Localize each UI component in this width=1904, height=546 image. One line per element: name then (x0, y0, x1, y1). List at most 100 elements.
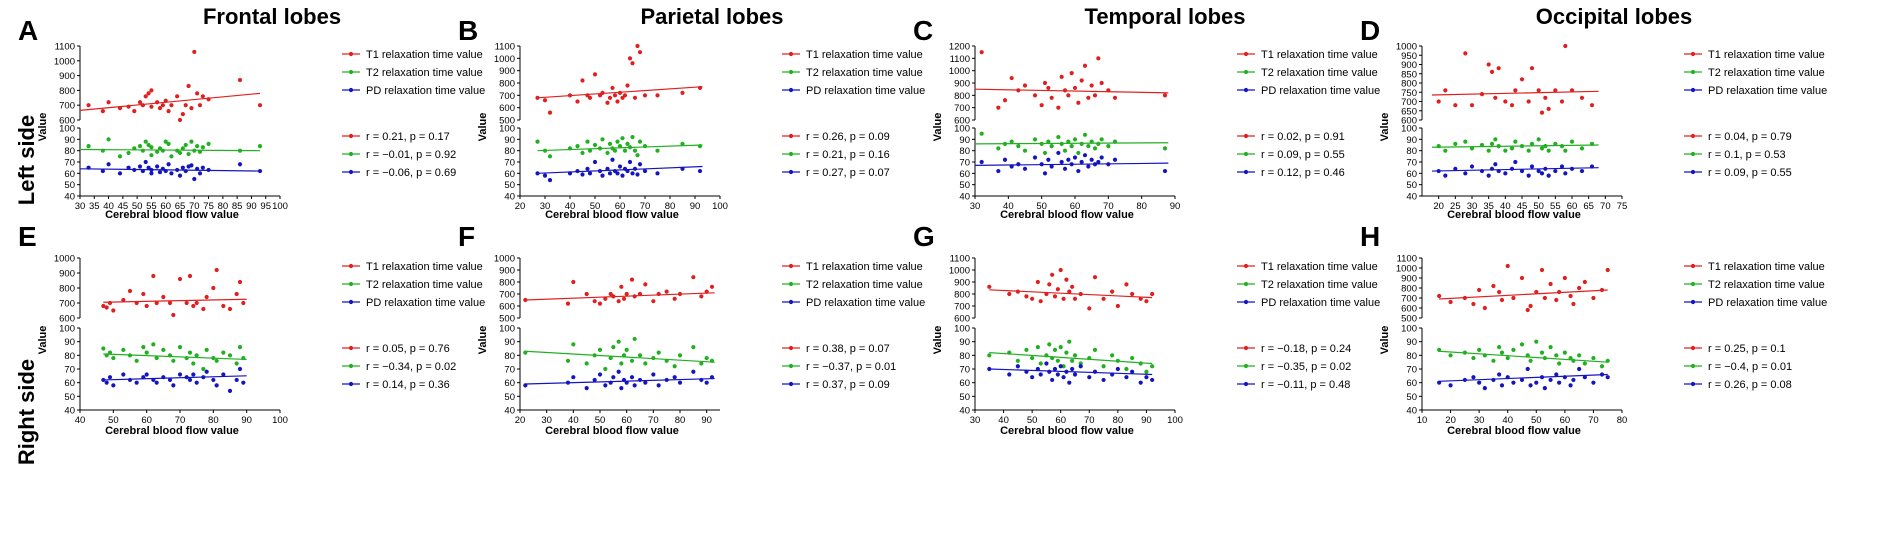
stat-marker-pd (788, 381, 794, 387)
data-point-pd (1493, 162, 1498, 167)
data-point-t1 (241, 300, 246, 306)
x-tick-label: 80 (1113, 415, 1124, 426)
data-point-t1 (211, 285, 216, 291)
y-tick-label: 950 (1401, 51, 1417, 62)
data-point-t2 (1453, 141, 1458, 146)
data-point-t1 (161, 294, 166, 300)
data-point-t2 (1059, 141, 1064, 146)
panel-letter: D (1360, 15, 1380, 46)
data-point-t2 (144, 350, 149, 355)
x-tick-label: 30 (1474, 415, 1485, 426)
panel-letter: F (458, 221, 475, 252)
data-point-pd (664, 377, 669, 383)
data-point-t2 (1150, 364, 1155, 369)
series-pd (535, 157, 703, 183)
data-point-t1 (1099, 80, 1104, 86)
data-point-t1 (642, 93, 648, 98)
data-point-t2 (221, 350, 226, 355)
data-point-t1 (1493, 95, 1498, 100)
data-point-t1 (1543, 95, 1548, 100)
y-tick-label: 1000 (1396, 264, 1417, 275)
data-point-t2 (1110, 353, 1115, 358)
data-point-t1 (1087, 306, 1092, 311)
data-point-t1 (1039, 103, 1044, 108)
y-tick-label: 900 (499, 66, 515, 77)
data-point-t1 (691, 275, 696, 280)
data-point-pd (1064, 369, 1069, 374)
stat-label-t1: r = 0.05, p = 0.76 (366, 343, 450, 355)
data-point-pd (592, 377, 597, 383)
data-point-t2 (1539, 146, 1545, 151)
data-point-t2 (177, 150, 183, 156)
legend-marker-pd (788, 299, 794, 305)
x-tick-label: 90 (690, 201, 701, 212)
data-point-t1 (1138, 296, 1143, 301)
data-point-t2 (126, 150, 131, 156)
legend-marker-pd (788, 87, 794, 93)
data-point-t2 (1462, 350, 1467, 355)
data-point-t2 (547, 154, 553, 159)
data-point-t1 (643, 282, 648, 287)
trend-line-pd (989, 368, 1153, 376)
data-point-t1 (137, 100, 143, 105)
y-tick-label: 900 (954, 79, 970, 90)
data-point-pd (1059, 159, 1064, 165)
data-point-pd (592, 159, 598, 165)
data-point-pd (587, 171, 593, 176)
data-point-t2 (1070, 358, 1075, 363)
data-point-pd (1528, 383, 1533, 388)
series-t1 (974, 50, 1169, 110)
data-point-pd (166, 162, 171, 167)
data-point-pd (1058, 364, 1063, 369)
data-point-t1 (709, 284, 715, 289)
y-tick-label: 500 (499, 116, 515, 127)
data-point-t2 (160, 148, 165, 153)
data-point-t2 (1096, 141, 1101, 146)
stat-label-t1: r = 0.02, p = 0.91 (1261, 131, 1345, 143)
data-point-t1 (699, 294, 704, 299)
data-point-pd (629, 375, 635, 380)
data-point-pd (184, 375, 189, 380)
data-point-pd (171, 383, 176, 388)
x-tick-label: 100 (1167, 415, 1183, 426)
x-tick-label: 60 (160, 201, 171, 212)
data-point-pd (1030, 375, 1035, 380)
data-point-t2 (655, 148, 660, 153)
data-point-pd (1069, 162, 1074, 167)
y-tick-label: 80 (959, 146, 970, 157)
data-point-t2 (592, 353, 597, 358)
data-point-t2 (622, 148, 628, 153)
x-tick-label: 90 (1141, 415, 1152, 426)
data-point-pd (183, 168, 188, 174)
data-point-t1 (175, 94, 180, 99)
data-point-t2 (580, 150, 585, 156)
legend-marker-t1 (348, 51, 354, 57)
y-tick-label: 90 (504, 337, 515, 348)
stat-label-pd: r = 0.12, p = 0.46 (1261, 167, 1345, 179)
y-axis-label: Value (37, 326, 49, 355)
data-point-pd (651, 372, 656, 377)
x-tick-label: 20 (1433, 201, 1444, 212)
data-point-pd (241, 380, 246, 385)
x-tick-label: 80 (1136, 201, 1147, 212)
data-point-t1 (547, 110, 553, 115)
data-point-t2 (1477, 347, 1482, 352)
y-tick-label: 700 (59, 299, 75, 310)
data-point-pd (1099, 155, 1104, 160)
y-tick-label: 80 (504, 146, 515, 157)
data-point-pd (143, 159, 148, 165)
data-point-t1 (580, 78, 585, 83)
data-point-t1 (1024, 294, 1029, 299)
x-tick-label: 45 (1517, 201, 1528, 212)
y-tick-label: 60 (1406, 378, 1417, 389)
legend-marker-pd (348, 299, 354, 305)
data-point-t2 (1115, 358, 1120, 363)
data-point-t1 (180, 111, 185, 117)
data-point-t2 (615, 139, 620, 144)
data-point-pd (1101, 377, 1106, 383)
data-point-t2 (627, 145, 633, 150)
legend-marker-t2 (1690, 69, 1696, 75)
data-point-t1 (630, 61, 635, 66)
data-point-t1 (1542, 295, 1547, 301)
data-point-pd (1076, 168, 1081, 174)
